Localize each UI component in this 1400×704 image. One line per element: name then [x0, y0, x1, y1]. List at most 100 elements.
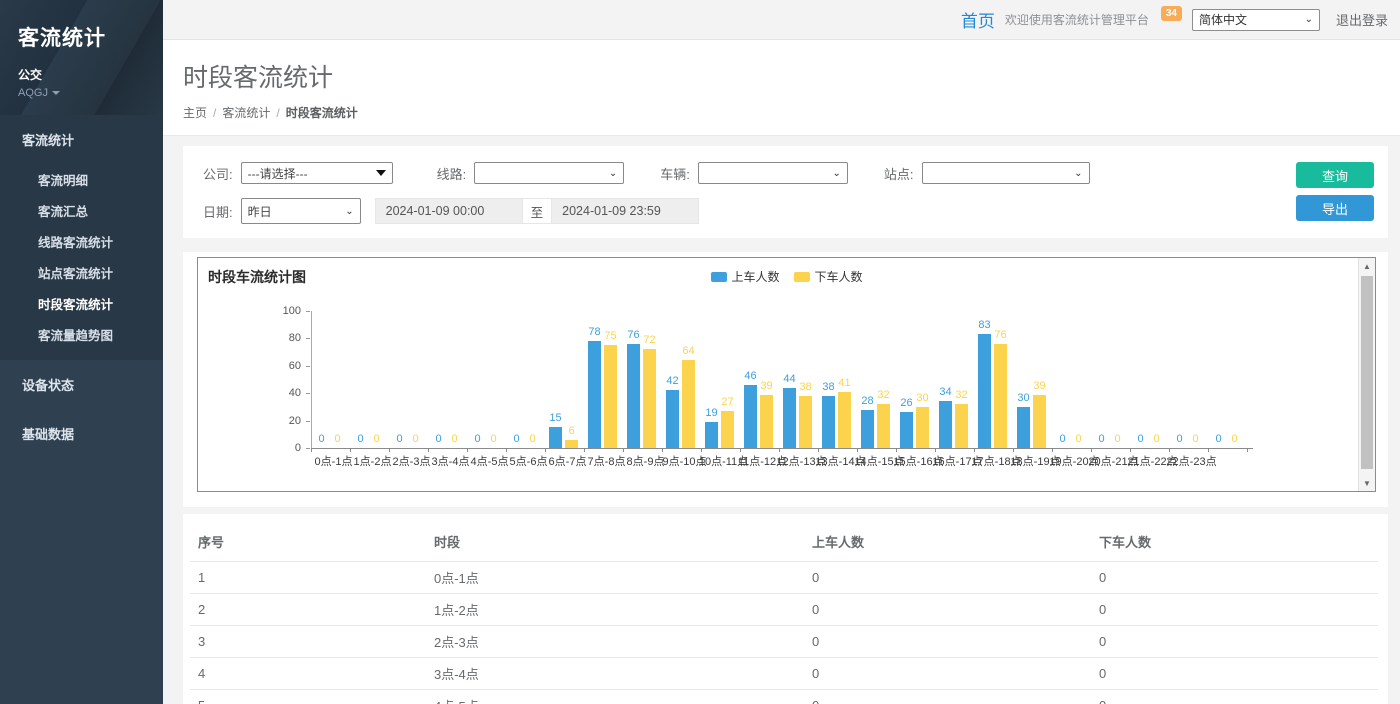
sidebar-item-base-data[interactable]: 基础数据 [22, 427, 75, 442]
chevron-down-icon: ⌄ [1074, 167, 1083, 179]
x-axis-label: 15点-16点 [893, 456, 944, 468]
table-cell: 0 [1091, 657, 1378, 690]
x-axis-label: 20点-21点 [1088, 456, 1139, 468]
sidebar-subitem-1[interactable]: 客流汇总 [38, 205, 89, 219]
scrollbar-thumb[interactable] [1361, 276, 1373, 469]
x-axis-label: 0点-1点 [314, 456, 353, 468]
chart-vertical-scrollbar[interactable]: ▲ ▼ [1358, 258, 1375, 491]
main-area: 首页 欢迎使用客流统计管理平台 34 简体中文 ⌄ 退出登录 时段客流统计 主页… [163, 0, 1400, 704]
home-link[interactable]: 首页 [960, 12, 995, 31]
welcome-text: 欢迎使用客流统计管理平台 [1004, 13, 1149, 27]
table-cell: 0 [1091, 593, 1378, 626]
x-axis-tick [1052, 448, 1053, 452]
legend-swatch-yellow [793, 271, 810, 282]
language-select-value: 简体中文 [1198, 13, 1247, 27]
x-axis-tick [350, 448, 351, 452]
chart-panel: 时段车流统计图 上车人数 下车人数 0 20 40 60 80 100 0点-1点 0 0 1点-… [183, 252, 1388, 507]
y-axis-label: 0 [294, 442, 301, 454]
sidebar-item-passenger-stats[interactable]: 客流统计 [22, 133, 75, 148]
language-select[interactable]: 简体中文 ⌄ [1191, 8, 1320, 31]
table-cell: 3 [190, 625, 426, 658]
table-cell: 0 [1091, 561, 1378, 594]
x-axis-label: 21点-22点 [1127, 456, 1178, 468]
sidebar-header: 客流统计 公交 AQGJ [0, 0, 163, 115]
bar-value-label: 32 [877, 389, 890, 401]
sidebar-subitem-4[interactable]: 时段客流统计 [38, 298, 114, 312]
chevron-down-icon [51, 91, 60, 96]
company-select[interactable]: ---请选择--- [240, 162, 393, 184]
x-axis-tick [311, 448, 312, 452]
x-axis-tick [545, 448, 546, 452]
x-axis-tick [584, 448, 585, 452]
bar-上车人数 [549, 427, 562, 448]
bar-value-label: 0 [1137, 433, 1144, 445]
legend-item-boarding[interactable]: 上车人数 [710, 268, 780, 285]
bar-下车人数 [838, 392, 851, 448]
y-axis-tick [306, 365, 310, 367]
bar-chart-plot: 0 20 40 60 80 100 0点-1点 0 0 1点-2点 0 0 2点-3点 0 0 3点-4点 0 0… [198, 258, 1358, 491]
bar-value-label: 0 [529, 433, 536, 445]
query-button[interactable]: 查询 [1296, 162, 1374, 188]
x-axis-label: 14点-15点 [854, 456, 905, 468]
page-title: 时段客流统计 [183, 64, 334, 92]
export-button[interactable]: 导出 [1296, 195, 1374, 221]
bar-value-label: 0 [513, 433, 520, 445]
sidebar-subitem-2[interactable]: 线路客流统计 [38, 236, 114, 250]
bar-value-label: 0 [1114, 433, 1121, 445]
bar-value-label: 41 [838, 377, 851, 389]
bar-value-label: 0 [435, 433, 442, 445]
y-axis-tick [306, 393, 310, 395]
bar-value-label: 30 [1017, 392, 1030, 404]
bar-value-label: 39 [760, 380, 773, 392]
bar-value-label: 0 [1192, 433, 1199, 445]
legend-item-alighting[interactable]: 下车人数 [793, 268, 863, 285]
date-to-input[interactable] [551, 198, 700, 224]
y-axis-label: 80 [288, 332, 301, 345]
table-cell: 4 [190, 657, 426, 690]
table-cell: 0 [1091, 689, 1378, 704]
date-from-input[interactable] [374, 198, 523, 224]
scroll-down-icon[interactable]: ▼ [1363, 478, 1371, 488]
company-select-value: ---请选择--- [247, 166, 308, 181]
sidebar-subitem-0[interactable]: 客流明细 [38, 174, 89, 188]
bar-下车人数 [1033, 395, 1046, 448]
x-axis-label: 8点-9点 [626, 456, 665, 468]
table-cell: 0 [804, 657, 1091, 690]
breadcrumb-home[interactable]: 主页 [183, 106, 208, 120]
user-menu[interactable]: AQGJ [18, 87, 163, 99]
bar-value-label: 0 [451, 433, 458, 445]
station-label: 站点: [883, 166, 914, 182]
chart-box: 时段车流统计图 上车人数 下车人数 0 20 40 60 80 100 0点-1点 0 0 1点-… [197, 257, 1376, 492]
sidebar-subitem-3[interactable]: 站点客流统计 [38, 267, 114, 281]
org-name: 公交 [18, 68, 43, 82]
bar-value-label: 0 [1153, 433, 1160, 445]
date-preset-select[interactable]: 昨日 ⌄ [240, 198, 361, 224]
table-cell: 0 [804, 593, 1091, 626]
sidebar-subitem-5[interactable]: 客流量趋势图 [38, 329, 114, 343]
breadcrumb-section[interactable]: 客流统计 [222, 106, 271, 120]
logout-link[interactable]: 退出登录 [1335, 13, 1388, 28]
bar-value-label: 0 [334, 433, 341, 445]
y-axis-label: 40 [288, 387, 301, 400]
table-row: 1 0点-1点 0 0 [190, 561, 1378, 594]
table-panel: 序号 时段 上车人数 下车人数 1 0点-1点 0 0 2 1点-2点 0 0 3 2点-3点 0 0… [183, 514, 1388, 704]
bar-value-label: 0 [1215, 433, 1222, 445]
scroll-up-icon[interactable]: ▲ [1363, 261, 1371, 271]
chevron-down-icon: ⌄ [608, 167, 618, 179]
sidebar-item-device-status[interactable]: 设备状态 [22, 378, 75, 393]
bar-value-label: 0 [412, 433, 419, 445]
vehicle-select[interactable]: ⌄ [697, 162, 848, 184]
bar-value-label: 75 [604, 330, 617, 342]
x-axis-tick [506, 448, 507, 452]
x-axis-label: 9点-10点 [662, 456, 707, 468]
bar-下车人数 [565, 440, 578, 448]
breadcrumb-separator: / [276, 106, 280, 120]
bar-下车人数 [994, 344, 1007, 448]
line-select[interactable]: ⌄ [474, 162, 625, 184]
station-select[interactable]: ⌄ [921, 162, 1090, 184]
bar-下车人数 [682, 360, 695, 448]
table-cell: 0 [1091, 625, 1378, 658]
x-axis-tick [974, 448, 975, 452]
bar-value-label: 19 [705, 407, 718, 419]
